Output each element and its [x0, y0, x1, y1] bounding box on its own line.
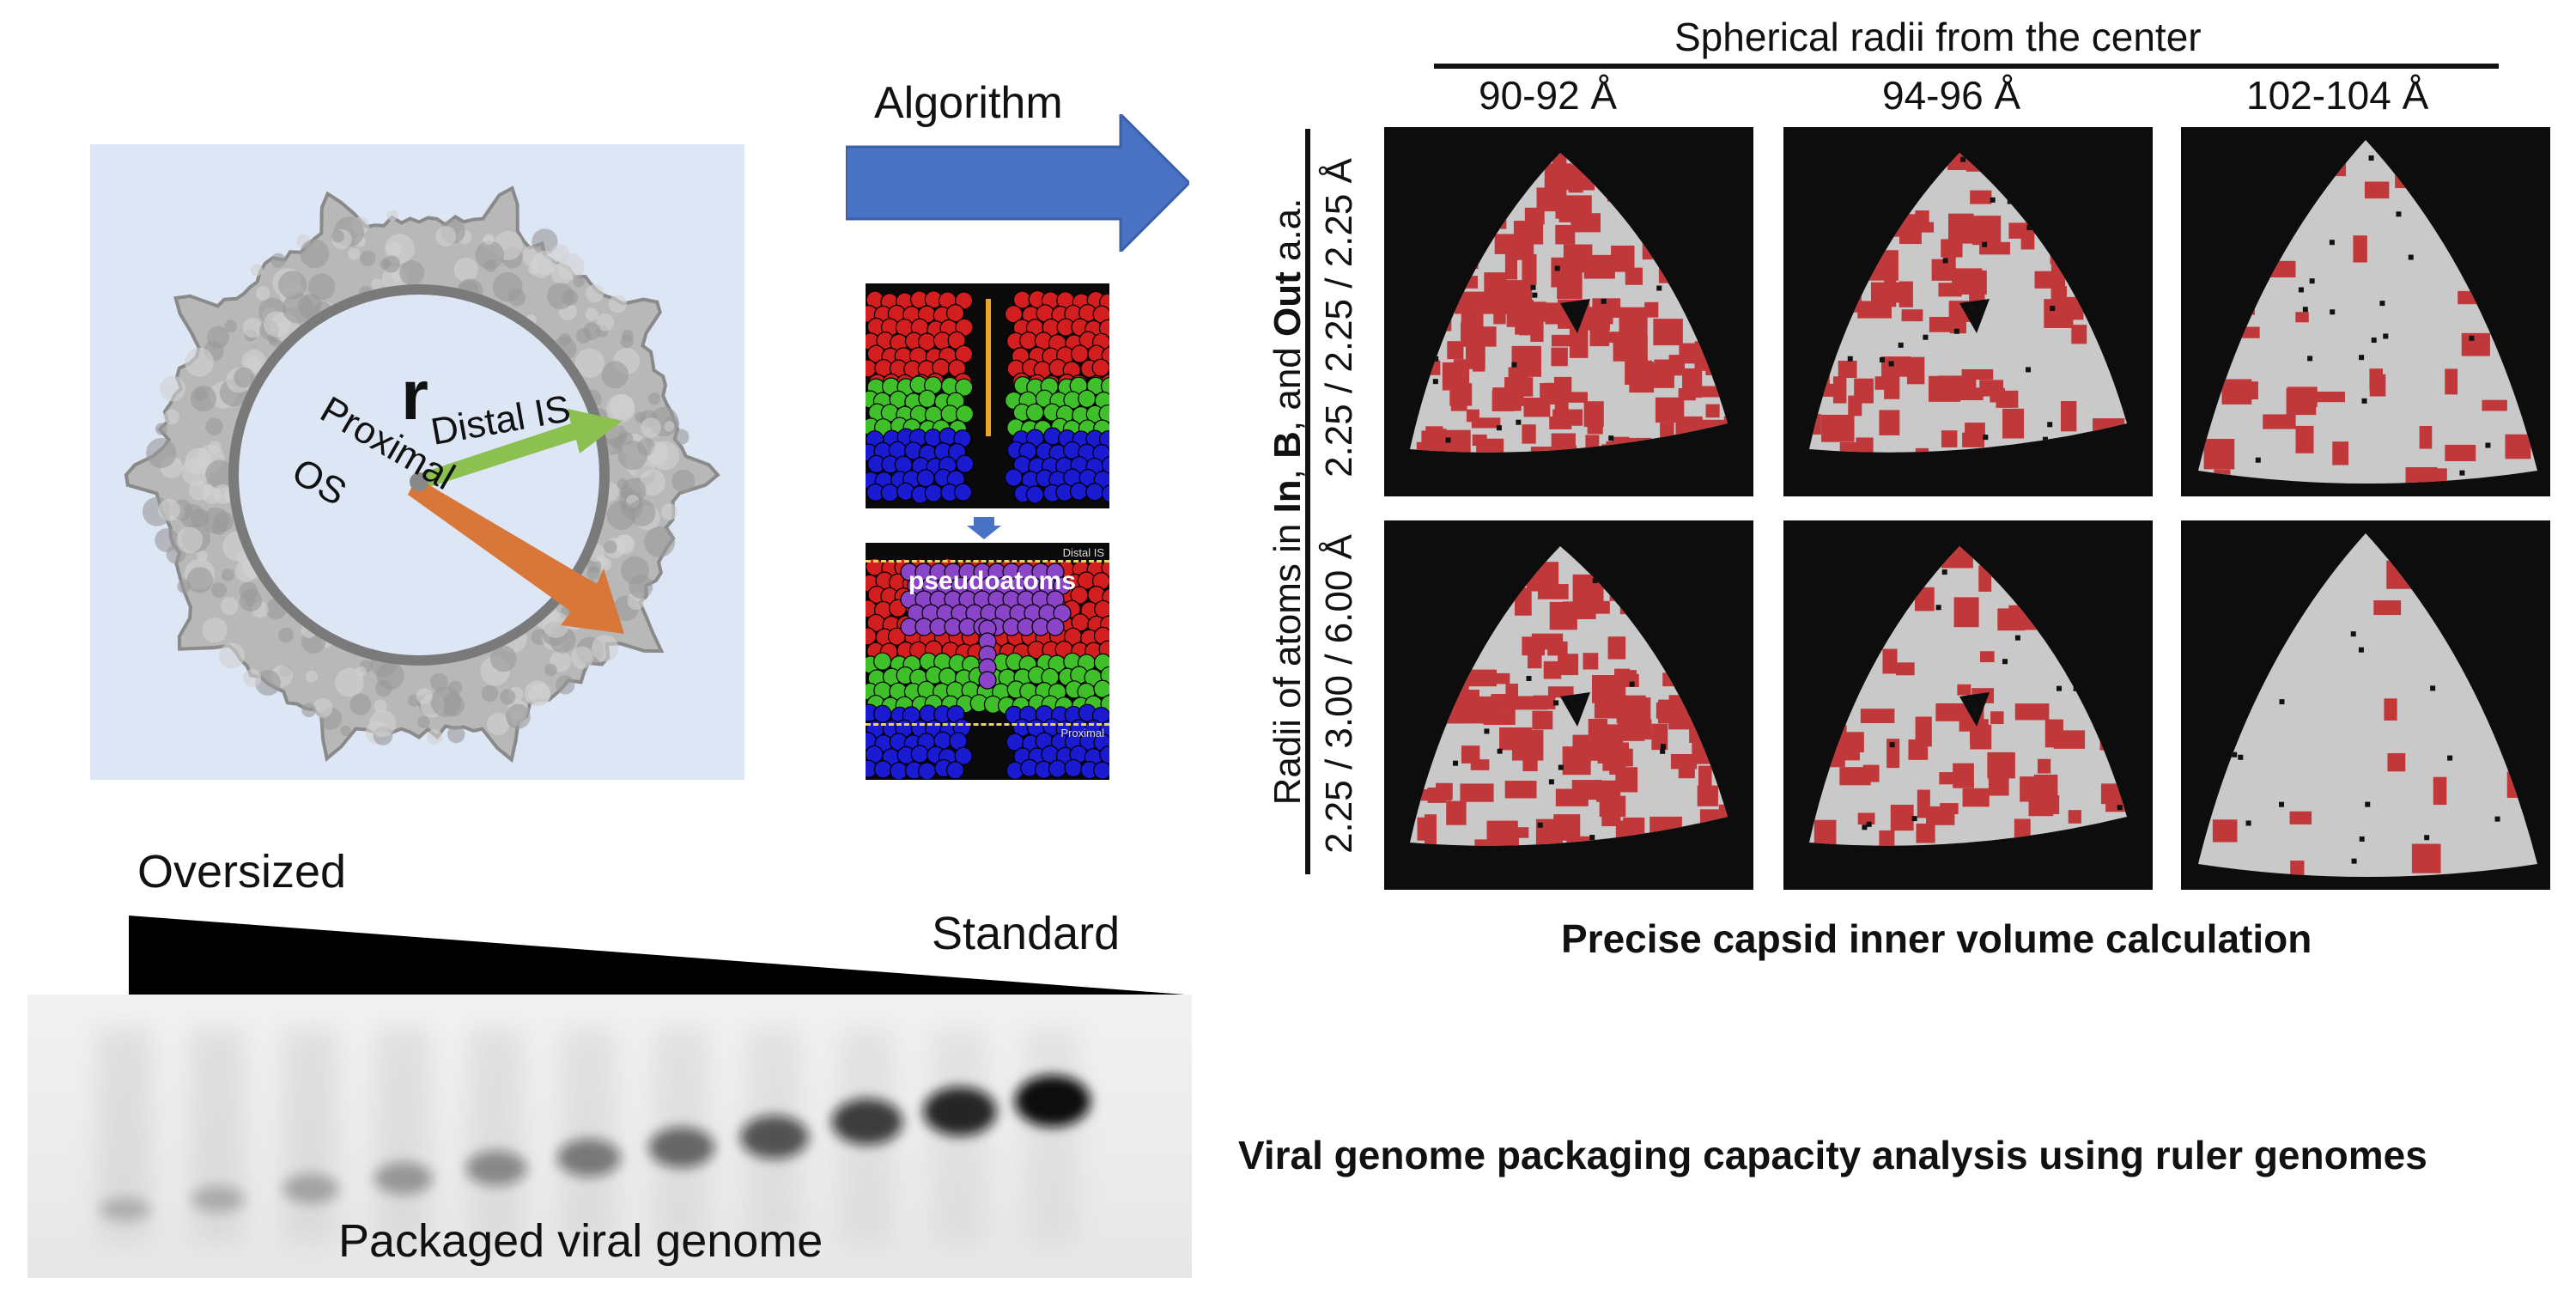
- atom-inset-top: [866, 283, 1109, 508]
- row-axis-out: Out: [1267, 271, 1309, 338]
- gel-image: Packaged viral genome: [27, 995, 1192, 1278]
- column-label-2: 94-96 Å: [1882, 73, 2021, 118]
- atom-inset-bottom: Distal IS Proximal pseudoatoms: [866, 543, 1109, 780]
- row-axis-rule: [1305, 129, 1310, 874]
- standard-label: Standard: [932, 908, 1121, 959]
- row-label-2: 2.25 / 3.00 / 6.00 Å: [1318, 534, 1360, 854]
- row-axis-part-7: a.a.: [1267, 198, 1309, 272]
- row-axis-part-1: Radii of atoms in: [1267, 513, 1309, 806]
- algorithm-label: Algorithm: [874, 78, 1063, 128]
- oversized-label: Oversized: [137, 846, 347, 897]
- algorithm-arrow: [846, 114, 1189, 252]
- row-axis-title: Radii of atoms in In, B, and Out a.a.: [1267, 198, 1309, 806]
- capsid-ring-illustration: r Distal IS Proximal OS: [124, 186, 720, 764]
- atom-spheres-top: [866, 289, 1109, 504]
- row-axis-part-5: , and: [1267, 337, 1309, 432]
- row-axis-part-3: ,: [1267, 458, 1309, 480]
- spherical-radii-header: Spherical radii from the center: [1674, 15, 2202, 59]
- volume-caption: Precise capsid inner volume calculation: [1561, 916, 2312, 961]
- proximal-boundary-line: [866, 723, 1109, 726]
- proximal-arrow: [408, 478, 624, 634]
- row-label-1: 2.25 / 2.25 / 2.25 Å: [1318, 158, 1360, 478]
- volume-panel-r2-c2: [1783, 520, 2153, 890]
- column-label-1: 90-92 Å: [1479, 73, 1618, 118]
- center-axis-line: [986, 299, 991, 436]
- proximal-small-label: Proximal: [1060, 727, 1104, 739]
- gel-lanes: [98, 1029, 1091, 1244]
- volume-panel-r1-c3: [2181, 127, 2550, 496]
- r-vector-label: r: [401, 356, 428, 435]
- header-rule: [1434, 64, 2499, 69]
- size-gradient-wedge: [129, 916, 1185, 995]
- distal-is-small-label: Distal IS: [1062, 546, 1104, 559]
- origin-point: [410, 472, 428, 491]
- capsid-surface-panel: r Distal IS Proximal OS: [90, 144, 744, 780]
- volume-panel-r1-c1: [1384, 127, 1753, 496]
- atom-spheres-bottom: [866, 557, 1109, 780]
- distal-arrow: [421, 409, 623, 488]
- distal-boundary-line: [866, 560, 1109, 563]
- down-arrow-icon: [967, 517, 1001, 539]
- row-axis-b: B: [1267, 431, 1309, 459]
- volume-panel-r2-c3: [2181, 520, 2550, 890]
- packaged-viral-genome-label: Packaged viral genome: [338, 1215, 823, 1267]
- volume-panel-r2-c1: [1384, 520, 1753, 890]
- gel-caption: Viral genome packaging capacity analysis…: [1238, 1133, 2427, 1177]
- row-axis-in: In: [1267, 479, 1309, 514]
- pseudoatoms-label: pseudoatoms: [908, 567, 1077, 595]
- column-label-3: 102-104 Å: [2246, 73, 2429, 118]
- volume-panel-r1-c2: [1783, 127, 2153, 496]
